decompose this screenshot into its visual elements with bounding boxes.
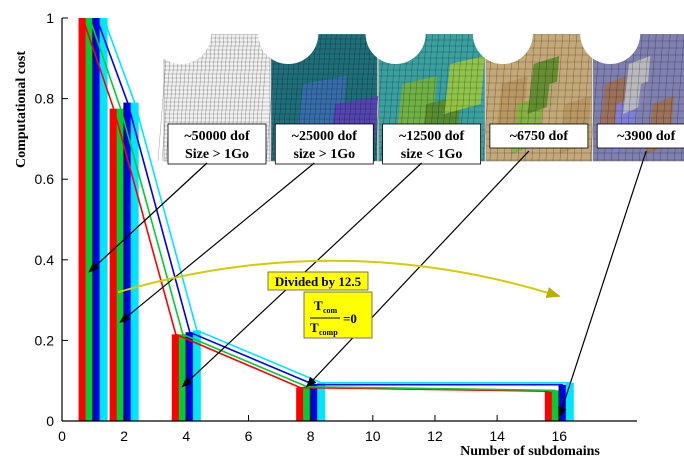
bar [317, 382, 326, 421]
bar [92, 18, 101, 421]
ratio-box [303, 291, 373, 339]
series-lines [81, 17, 570, 392]
x-tick-label: 12 [427, 428, 443, 444]
mesh-insets: ~50000 dof Size > 1Go ~25000 dof size > 1Go… [151, 0, 684, 165]
bar [544, 391, 553, 421]
annotation-box [267, 271, 369, 291]
mesh-inset: ~25000 dof size > 1Go [258, 0, 379, 165]
inset-label-box [167, 123, 267, 165]
inset-top-mask [270, 0, 379, 34]
x-tick-label: 10 [365, 428, 381, 444]
inset-label-dof: ~25000 dof [292, 129, 358, 144]
bar [116, 108, 125, 421]
annotation-arc [117, 259, 561, 298]
x-tick-label: 14 [489, 428, 505, 444]
y-tick-label: 0.6 [35, 171, 55, 187]
inset-label-dof: ~50000 dof [184, 129, 250, 144]
series-line [102, 17, 570, 384]
inset-label-box [596, 123, 684, 149]
x-tick-label: 0 [58, 428, 66, 444]
inset-partition [444, 56, 485, 114]
ratio-numerator: T [314, 298, 323, 313]
inset-label-size: size > 1Go [293, 147, 355, 162]
ratio-numerator-sub: com [323, 306, 338, 315]
inset-top-mask [592, 0, 684, 34]
series-line [88, 17, 556, 392]
bar-shadow [558, 384, 562, 421]
inset-top-mask [377, 0, 486, 34]
x-tick-label: 6 [245, 428, 253, 444]
inset-pointer-arrow [88, 162, 208, 273]
x-tick-label: 16 [552, 428, 568, 444]
inset-top-mask [484, 0, 593, 34]
series-line [95, 17, 563, 386]
bar [130, 102, 139, 421]
bar [99, 18, 108, 421]
ratio-denominator-sub: comp [319, 328, 338, 337]
bar [171, 334, 180, 421]
bar-shadow [123, 102, 127, 421]
inset-top-mask [163, 0, 271, 34]
bar [303, 386, 312, 421]
mesh-inset: ~3900 dof [580, 0, 684, 162]
bar-shadow [92, 18, 96, 421]
inset-label-box [274, 123, 374, 165]
series-line [81, 17, 549, 392]
bar [109, 108, 118, 421]
mesh-inset: ~50000 dof Size > 1Go [151, 0, 271, 165]
bar [310, 384, 319, 421]
inset-label-dof: ~12500 dof [399, 129, 465, 144]
mesh-inset: ~6750 dof [472, 0, 593, 162]
bar [551, 390, 560, 421]
y-tick-label: 0.4 [35, 252, 55, 268]
x-tick-label: 4 [182, 428, 190, 444]
y-axis-label: Computational cost [14, 51, 29, 168]
bar [123, 102, 132, 421]
y-tick-label: 0.8 [35, 91, 55, 107]
bar-group [78, 18, 574, 421]
ratio-denominator: T [310, 320, 319, 335]
bar [192, 330, 201, 421]
bar [185, 332, 194, 421]
inset-label-dof: ~6750 dof [510, 129, 569, 144]
x-axis-label: Number of subdomains [460, 444, 600, 459]
inset-label-box [489, 123, 589, 149]
inset-label-dof: ~3900 dof [617, 129, 676, 144]
annotation-text: Divided by 12.5 [275, 274, 362, 289]
x-tick-label: 8 [307, 428, 315, 444]
inset-label-size: size < 1Go [401, 147, 463, 162]
bar-shadow [309, 384, 313, 421]
bar [565, 382, 574, 421]
y-tick-label: 0 [46, 413, 54, 429]
inset-pointer-arrow [119, 162, 315, 323]
inset-label-size: Size > 1Go [185, 147, 249, 162]
bar-shadow [185, 332, 189, 421]
inset-label-box [382, 123, 482, 165]
ratio-value: =0 [343, 311, 357, 326]
x-tick-label: 2 [120, 428, 128, 444]
mesh-inset: ~12500 dof size < 1Go [365, 0, 486, 165]
bar [85, 18, 94, 421]
inset-pointer-arrow [558, 150, 647, 418]
y-tick-label: 0.2 [35, 332, 55, 348]
bar [558, 384, 567, 421]
bar [296, 387, 305, 421]
y-tick-label: 1 [46, 10, 54, 26]
inset-pointer-arrow [305, 150, 530, 388]
bar [78, 18, 87, 421]
